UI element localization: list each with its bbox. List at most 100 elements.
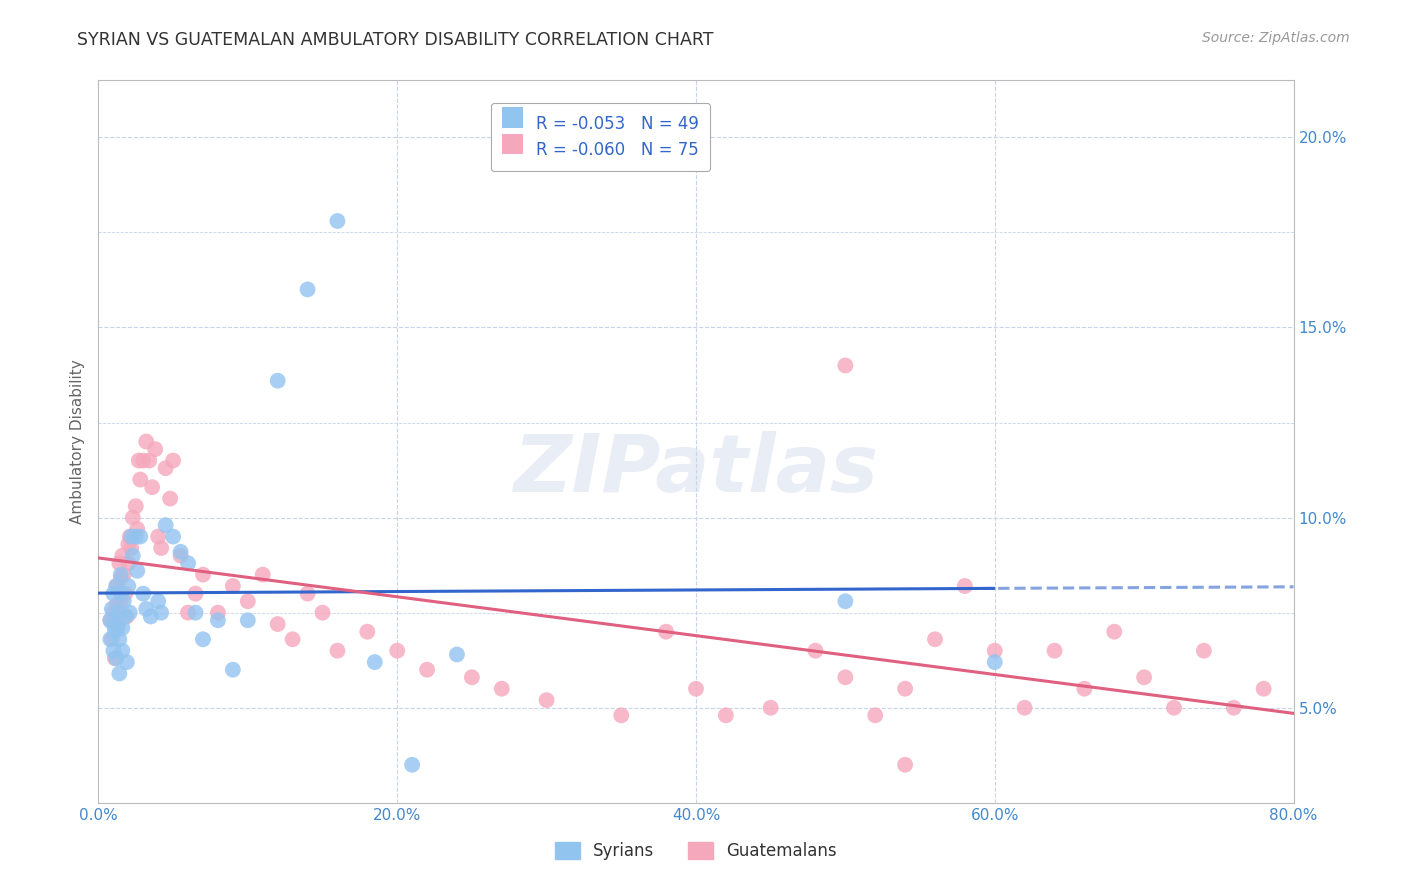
Point (685, 681, 707, 696)
Point (125, 499, 148, 513)
Point (222, 663, 245, 677)
Point (115, 609, 138, 624)
Point (104, 624, 127, 639)
Point (834, 359, 856, 373)
Point (132, 453, 155, 467)
Point (135, 602, 157, 616)
Point (1073, 681, 1095, 696)
Point (759, 700, 782, 714)
Point (297, 282, 319, 296)
Point (127, 522, 149, 536)
Point (110, 587, 132, 601)
Point (150, 606, 173, 620)
Point (401, 757, 423, 772)
Point (110, 571, 132, 585)
Point (236, 613, 259, 627)
Point (865, 708, 887, 723)
Point (894, 757, 917, 772)
Point (177, 606, 200, 620)
Point (98, 613, 122, 627)
Point (446, 648, 468, 662)
Point (311, 606, 333, 620)
Point (103, 606, 125, 620)
Point (110, 567, 132, 582)
Point (127, 564, 149, 578)
Point (461, 670, 484, 684)
Point (114, 587, 136, 601)
Point (252, 567, 274, 582)
Point (108, 666, 131, 681)
Point (111, 621, 134, 635)
Point (536, 693, 558, 707)
Point (326, 643, 349, 657)
Point (141, 480, 163, 494)
Point (155, 518, 177, 533)
Point (148, 594, 170, 608)
Point (177, 556, 200, 570)
Point (1014, 700, 1036, 714)
Point (267, 374, 290, 388)
Point (125, 530, 148, 544)
Point (120, 530, 142, 544)
Point (655, 624, 678, 639)
Point (326, 214, 349, 228)
Point (169, 549, 191, 563)
Point (804, 643, 827, 657)
Point (115, 655, 138, 669)
Point (385, 643, 409, 657)
Point (610, 708, 633, 723)
Point (267, 617, 290, 632)
Point (155, 461, 177, 475)
Point (159, 491, 181, 506)
Point (191, 632, 214, 647)
Point (236, 594, 259, 608)
Point (143, 442, 166, 457)
Point (1043, 643, 1066, 657)
Point (112, 567, 135, 582)
Legend: Syrians, Guatemalans: Syrians, Guatemalans (548, 835, 844, 867)
Point (135, 434, 157, 449)
Point (120, 541, 142, 555)
Point (101, 602, 124, 616)
Point (184, 606, 207, 620)
Point (129, 473, 152, 487)
Point (1192, 643, 1215, 657)
Point (1223, 700, 1246, 714)
Point (108, 632, 131, 647)
Point (1104, 624, 1126, 639)
Point (128, 453, 150, 467)
Point (117, 556, 139, 570)
Point (104, 651, 127, 665)
Point (148, 530, 170, 544)
Point (107, 606, 129, 620)
Point (297, 587, 319, 601)
Point (111, 549, 134, 563)
Point (162, 530, 184, 544)
Point (222, 579, 245, 593)
Point (714, 708, 737, 723)
Point (207, 613, 229, 627)
Point (107, 621, 129, 635)
Point (121, 549, 143, 563)
Point (107, 617, 129, 632)
Point (101, 632, 124, 647)
Point (150, 541, 173, 555)
Point (105, 651, 128, 665)
Point (117, 579, 139, 593)
Point (924, 632, 946, 647)
Point (191, 567, 214, 582)
Point (105, 598, 128, 612)
Point (953, 579, 976, 593)
Text: ZIPatlas: ZIPatlas (513, 432, 879, 509)
Point (118, 530, 141, 544)
Point (138, 453, 160, 467)
Point (108, 556, 131, 570)
Point (103, 617, 125, 632)
Text: Source: ZipAtlas.com: Source: ZipAtlas.com (1202, 31, 1350, 45)
Point (98, 613, 122, 627)
Point (129, 530, 152, 544)
Point (114, 609, 136, 624)
Point (834, 670, 856, 684)
Text: SYRIAN VS GUATEMALAN AMBULATORY DISABILITY CORRELATION CHART: SYRIAN VS GUATEMALAN AMBULATORY DISABILI… (77, 31, 714, 49)
Point (364, 655, 387, 669)
